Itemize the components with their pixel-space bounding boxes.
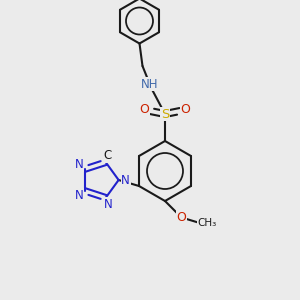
Text: N: N <box>75 158 84 171</box>
Text: O: O <box>140 103 149 116</box>
Text: N: N <box>121 173 130 187</box>
Text: C: C <box>104 149 112 162</box>
Text: S: S <box>161 107 169 121</box>
Text: N: N <box>103 198 112 211</box>
Text: O: O <box>181 103 190 116</box>
Text: N: N <box>75 189 84 202</box>
Text: O: O <box>177 211 186 224</box>
Text: CH₃: CH₃ <box>197 218 217 228</box>
Text: NH: NH <box>141 77 159 91</box>
